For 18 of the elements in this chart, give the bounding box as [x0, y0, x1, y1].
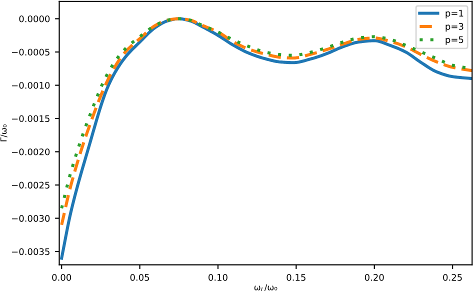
- legend-label: p=5: [446, 36, 464, 45]
- y-tick-label: −0.0025: [12, 182, 50, 189]
- x-tick-label: 0.05: [130, 274, 150, 281]
- legend-label: p=3: [446, 22, 464, 32]
- y-tick-label: −0.0005: [12, 48, 50, 56]
- y-axis-title: Γ/ω₀: [0, 124, 8, 142]
- x-tick-label: 0.20: [364, 274, 384, 281]
- x-tick-label: 0.15: [286, 274, 306, 281]
- y-tick-label: −0.0010: [12, 82, 50, 89]
- y-tick-label: −0.0035: [12, 248, 50, 256]
- y-tick-label: −0.0030: [12, 214, 50, 222]
- y-tick-label: 0.0000: [19, 15, 50, 22]
- x-tick-label: 0.10: [208, 274, 228, 281]
- y-tick-label: −0.0015: [12, 115, 50, 122]
- legend-label: p=1: [446, 10, 464, 18]
- x-tick-label: 0.25: [443, 274, 462, 281]
- y-tick-label: −0.0020: [12, 148, 50, 156]
- x-tick-label: 0.00: [52, 274, 72, 281]
